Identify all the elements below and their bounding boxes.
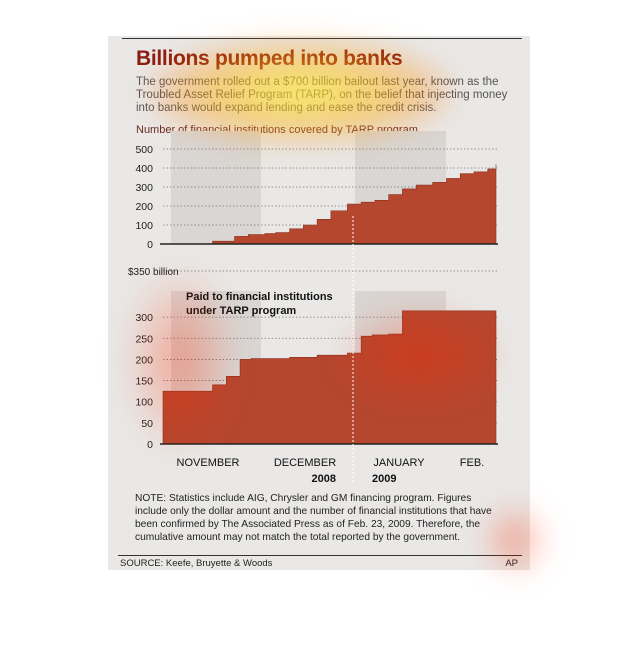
month-label: JANUARY [373, 457, 425, 469]
y-tick-label: 400 [135, 163, 153, 175]
y-tick-label: 100 [135, 220, 153, 232]
y-tick-label: 0 [147, 239, 153, 251]
institutions-area [163, 164, 497, 245]
tarp-charts: 0 100 200 300 400 500 0 50 100 150 200 250 300 $350 b… [128, 131, 498, 485]
y-tick-label: 200 [135, 354, 153, 366]
y-tick-label: 50 [141, 418, 153, 430]
month-label: DECEMBER [274, 457, 336, 469]
paid-area [162, 310, 497, 445]
y-tick-label: 200 [135, 201, 153, 213]
y-axis-max-label: $350 billion [128, 267, 179, 278]
month-label: FEB. [460, 457, 484, 469]
year-label: 2009 [372, 473, 396, 485]
y-tick-label: 500 [135, 144, 153, 156]
agency-credit: AP [505, 558, 518, 569]
y-tick-label: 300 [135, 182, 153, 194]
y-tick-label: 300 [135, 312, 153, 324]
y-tick-label: 0 [147, 439, 153, 451]
y-tick-label: 250 [135, 333, 153, 345]
top-rule [122, 38, 522, 39]
y-tick-label: 100 [135, 397, 153, 409]
bottom-rule [118, 555, 522, 556]
source-credit: SOURCE: Keefe, Bruyette & Woods [120, 558, 273, 569]
chart-2-title-line1: Paid to financial institutions [186, 291, 333, 303]
infographic-panel: Billions pumped into banks The governmen… [108, 36, 530, 570]
month-label: NOVEMBER [177, 457, 240, 469]
y-tick-label: 150 [135, 376, 153, 388]
month-band [171, 131, 261, 244]
chart-2-title-line2: under TARP program [186, 305, 296, 317]
year-label: 2008 [312, 473, 336, 485]
footnote: NOTE: Statistics include AIG, Chrysler a… [135, 493, 492, 543]
